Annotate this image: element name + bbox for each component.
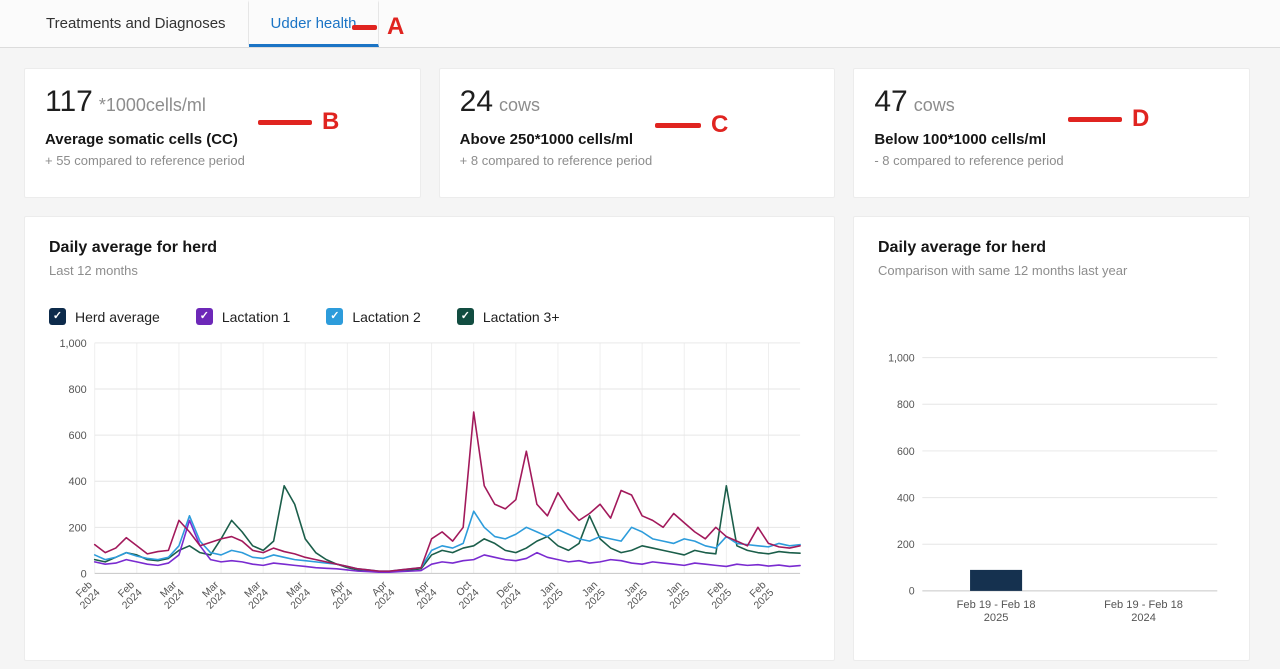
- svg-text:Apr2024: Apr2024: [365, 579, 397, 611]
- svg-text:Dec2024: Dec2024: [492, 580, 524, 612]
- svg-text:800: 800: [897, 399, 915, 411]
- stat-unit: *1000cells/ml: [98, 95, 206, 115]
- stat-card-average-somatic-cells: 117 *1000cells/ml Average somatic cells …: [24, 68, 421, 198]
- svg-text:1,000: 1,000: [888, 352, 915, 364]
- chart-subtitle: Last 12 months: [49, 263, 138, 278]
- stat-value-row: 24 cows: [460, 85, 815, 119]
- svg-text:Jan2025: Jan2025: [660, 580, 692, 612]
- svg-text:Jan2025: Jan2025: [576, 580, 608, 612]
- stat-value: 47: [874, 85, 908, 118]
- checkbox-checked-icon[interactable]: ✓: [195, 308, 213, 325]
- tab-udder-health[interactable]: Udder health: [248, 0, 380, 47]
- svg-text:Feb2025: Feb2025: [744, 580, 776, 612]
- stat-card-below-100: 47 cows Below 100*1000 cells/ml - 8 comp…: [853, 68, 1250, 198]
- stat-card-above-250: 24 cows Above 250*1000 cells/ml + 8 comp…: [438, 68, 836, 198]
- daily-average-line-chart-card: Daily average for herd Last 12 months ✓ …: [24, 216, 835, 661]
- svg-text:1,000: 1,000: [59, 338, 86, 350]
- legend-label: Herd average: [75, 308, 160, 325]
- svg-text:200: 200: [897, 539, 915, 551]
- svg-text:Jan2025: Jan2025: [534, 580, 566, 612]
- svg-text:Mar2024: Mar2024: [239, 579, 271, 611]
- stat-value-row: 47 cows: [874, 85, 1229, 119]
- chart-title: Daily average for herd: [878, 239, 1047, 256]
- legend-label: Lactation 1: [221, 308, 291, 325]
- svg-text:Feb2024: Feb2024: [113, 580, 145, 612]
- checkbox-checked-icon[interactable]: ✓: [326, 308, 344, 325]
- svg-text:600: 600: [897, 446, 915, 458]
- daily-average-comparison-bar-chart-card: Daily average for herd Comparison with s…: [853, 216, 1250, 661]
- legend-item-lactation-3plus[interactable]: ✓ Lactation 3+: [456, 308, 560, 325]
- svg-text:Feb2024: Feb2024: [71, 580, 103, 612]
- stat-title: Below 100*1000 cells/ml: [874, 131, 1047, 148]
- tab-treatments-and-diagnoses[interactable]: Treatments and Diagnoses: [24, 0, 249, 47]
- legend-label: Lactation 2: [352, 308, 421, 325]
- charts-row: Daily average for herd Last 12 months ✓ …: [24, 216, 1250, 661]
- svg-text:Mar2024: Mar2024: [281, 579, 313, 611]
- legend-item-lactation-2[interactable]: ✓ Lactation 2: [326, 308, 421, 325]
- svg-text:Mar2024: Mar2024: [155, 579, 187, 611]
- svg-text:Jan2025: Jan2025: [618, 580, 650, 612]
- stat-title: Above 250*1000 cells/ml: [459, 131, 634, 148]
- stat-unit: cows: [499, 95, 541, 115]
- chart-title: Daily average for herd: [49, 239, 218, 256]
- legend-item-lactation-1[interactable]: ✓ Lactation 1: [195, 308, 291, 325]
- checkbox-checked-icon[interactable]: ✓: [456, 308, 474, 325]
- svg-text:Apr2024: Apr2024: [408, 579, 440, 611]
- stat-value: 117: [45, 85, 93, 118]
- stat-delta: - 8 compared to reference period: [874, 153, 1064, 168]
- svg-text:0: 0: [81, 568, 87, 580]
- legend-label: Lactation 3+: [482, 308, 560, 325]
- svg-text:200: 200: [69, 522, 87, 534]
- svg-text:400: 400: [897, 492, 915, 504]
- stat-title: Average somatic cells (CC): [45, 131, 238, 148]
- svg-text:0: 0: [909, 586, 915, 598]
- svg-text:800: 800: [69, 384, 87, 396]
- herd-daily-average-line-chart: Feb2024 Feb2024 Mar2024 Mar2024 Mar2024 Mar20…: [59, 338, 801, 612]
- svg-text:600: 600: [69, 430, 87, 442]
- svg-text:Mar2024: Mar2024: [197, 579, 229, 611]
- svg-text:Oct2024: Oct2024: [450, 580, 482, 612]
- stat-delta: + 8 compared to reference period: [459, 153, 653, 168]
- stat-cards-row: 117 *1000cells/ml Average somatic cells …: [24, 68, 1250, 198]
- chart-legend: ✓ Herd average ✓ Lactation 1 ✓ Lactation…: [49, 308, 810, 325]
- stat-delta: + 55 compared to reference period: [45, 153, 245, 168]
- checkbox-checked-icon[interactable]: ✓: [49, 308, 66, 325]
- svg-text:Apr2024: Apr2024: [323, 579, 355, 611]
- svg-text:Feb2025: Feb2025: [702, 580, 734, 612]
- stat-value-row: 117 *1000cells/ml: [45, 85, 400, 119]
- stat-value: 24: [459, 85, 494, 118]
- legend-item-herd-average[interactable]: ✓ Herd average: [49, 308, 160, 325]
- stat-unit: cows: [913, 95, 955, 115]
- chart-subtitle: Comparison with same 12 months last year: [878, 263, 1128, 278]
- svg-text:400: 400: [69, 476, 87, 488]
- herd-comparison-bar-chart: 0 200 400 600 800 1,000 Feb 19 - Feb 18 2025 Feb…: [888, 352, 1218, 624]
- tab-bar: Treatments and Diagnoses Udder health: [0, 0, 1280, 48]
